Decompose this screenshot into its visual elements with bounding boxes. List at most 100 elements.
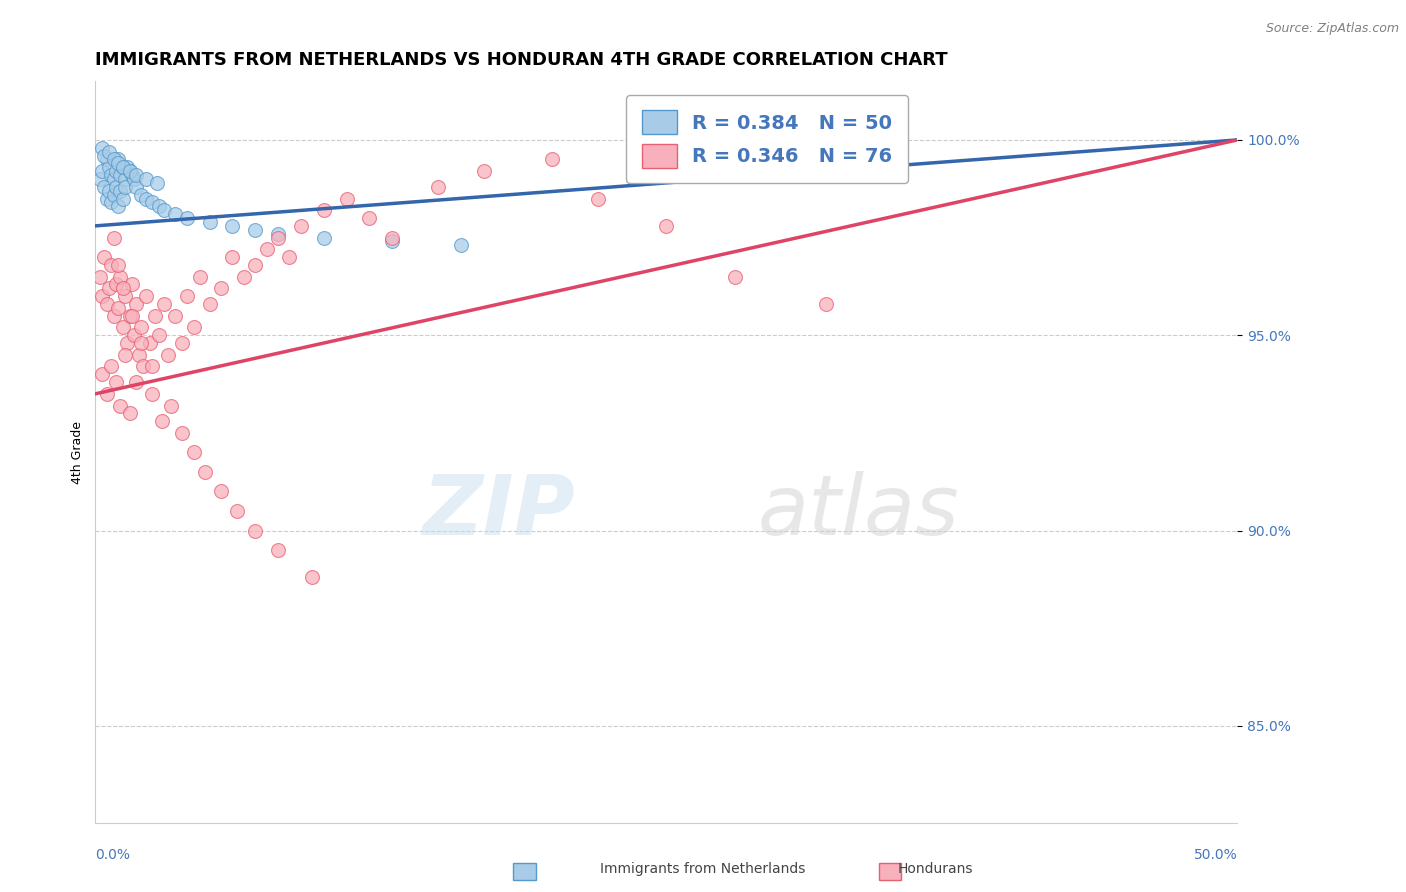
Point [114, 179, 136, 194]
Point [96, 192, 118, 206]
Legend: R = 0.384   N = 50, R = 0.346   N = 76: R = 0.384 N = 50, R = 0.346 N = 76 [626, 95, 908, 183]
Point [267, 227, 290, 241]
Point [153, 203, 176, 218]
Point [221, 250, 243, 264]
Point [335, 192, 357, 206]
Point [118, 406, 141, 420]
Point [301, 570, 323, 584]
Point [426, 179, 449, 194]
Point [111, 192, 134, 206]
Point [381, 235, 404, 249]
Point [586, 192, 609, 206]
Point [198, 297, 221, 311]
Point [98, 281, 121, 295]
Point [139, 336, 162, 351]
Point [103, 230, 125, 244]
Point [104, 277, 127, 292]
Point [128, 348, 150, 362]
Point [153, 297, 176, 311]
Point [91, 289, 114, 303]
Point [125, 179, 148, 194]
Point [103, 187, 125, 202]
Point [125, 168, 148, 182]
Point [159, 399, 181, 413]
Point [472, 164, 495, 178]
Point [290, 219, 312, 233]
Point [114, 172, 136, 186]
Point [91, 141, 114, 155]
Point [96, 297, 118, 311]
Point [103, 309, 125, 323]
Point [245, 223, 267, 237]
Point [125, 297, 148, 311]
Point [129, 320, 152, 334]
Point [148, 328, 170, 343]
Point [135, 289, 157, 303]
Point [110, 399, 132, 413]
Point [121, 277, 143, 292]
Text: Source: ZipAtlas.com: Source: ZipAtlas.com [1265, 22, 1399, 36]
Point [278, 250, 301, 264]
Point [724, 269, 747, 284]
Point [141, 387, 163, 401]
Point [132, 359, 155, 374]
Point [150, 414, 173, 428]
Point [176, 289, 198, 303]
Point [232, 269, 254, 284]
Point [98, 184, 121, 198]
Text: IMMIGRANTS FROM NETHERLANDS VS HONDURAN 4TH GRADE CORRELATION CHART: IMMIGRANTS FROM NETHERLANDS VS HONDURAN … [96, 51, 948, 69]
Point [93, 250, 115, 264]
Point [135, 192, 157, 206]
Point [172, 425, 194, 440]
Point [129, 187, 152, 202]
Point [103, 172, 125, 186]
Point [110, 269, 132, 284]
Point [450, 238, 472, 252]
Point [111, 320, 134, 334]
Point [111, 161, 134, 175]
Point [93, 148, 115, 162]
Point [93, 179, 115, 194]
Point [98, 161, 121, 175]
Point [267, 230, 290, 244]
Point [114, 348, 136, 362]
Bar [513, 863, 536, 880]
Point [165, 309, 187, 323]
Point [176, 211, 198, 225]
Point [209, 281, 232, 295]
Point [256, 242, 278, 256]
Point [107, 199, 129, 213]
Point [96, 387, 118, 401]
Point [118, 164, 141, 178]
Point [122, 172, 145, 186]
Point [221, 219, 243, 233]
Point [100, 359, 122, 374]
Point [655, 219, 678, 233]
Point [107, 258, 129, 272]
Point [146, 176, 169, 190]
Point [226, 504, 249, 518]
Bar [879, 863, 901, 880]
Point [107, 153, 129, 167]
Point [104, 375, 127, 389]
Point [117, 161, 139, 175]
Text: Immigrants from Netherlands: Immigrants from Netherlands [600, 862, 806, 876]
Point [135, 172, 157, 186]
Point [118, 309, 141, 323]
Point [103, 153, 125, 167]
Point [194, 465, 217, 479]
Point [110, 168, 132, 182]
Point [198, 215, 221, 229]
Point [165, 207, 187, 221]
Point [100, 258, 122, 272]
Point [114, 289, 136, 303]
Point [312, 203, 335, 218]
Point [141, 359, 163, 374]
Y-axis label: 4th Grade: 4th Grade [72, 421, 84, 484]
Point [141, 195, 163, 210]
Point [190, 269, 212, 284]
Text: 0.0%: 0.0% [96, 848, 131, 863]
Point [100, 168, 122, 182]
Point [110, 184, 132, 198]
Point [111, 281, 134, 295]
